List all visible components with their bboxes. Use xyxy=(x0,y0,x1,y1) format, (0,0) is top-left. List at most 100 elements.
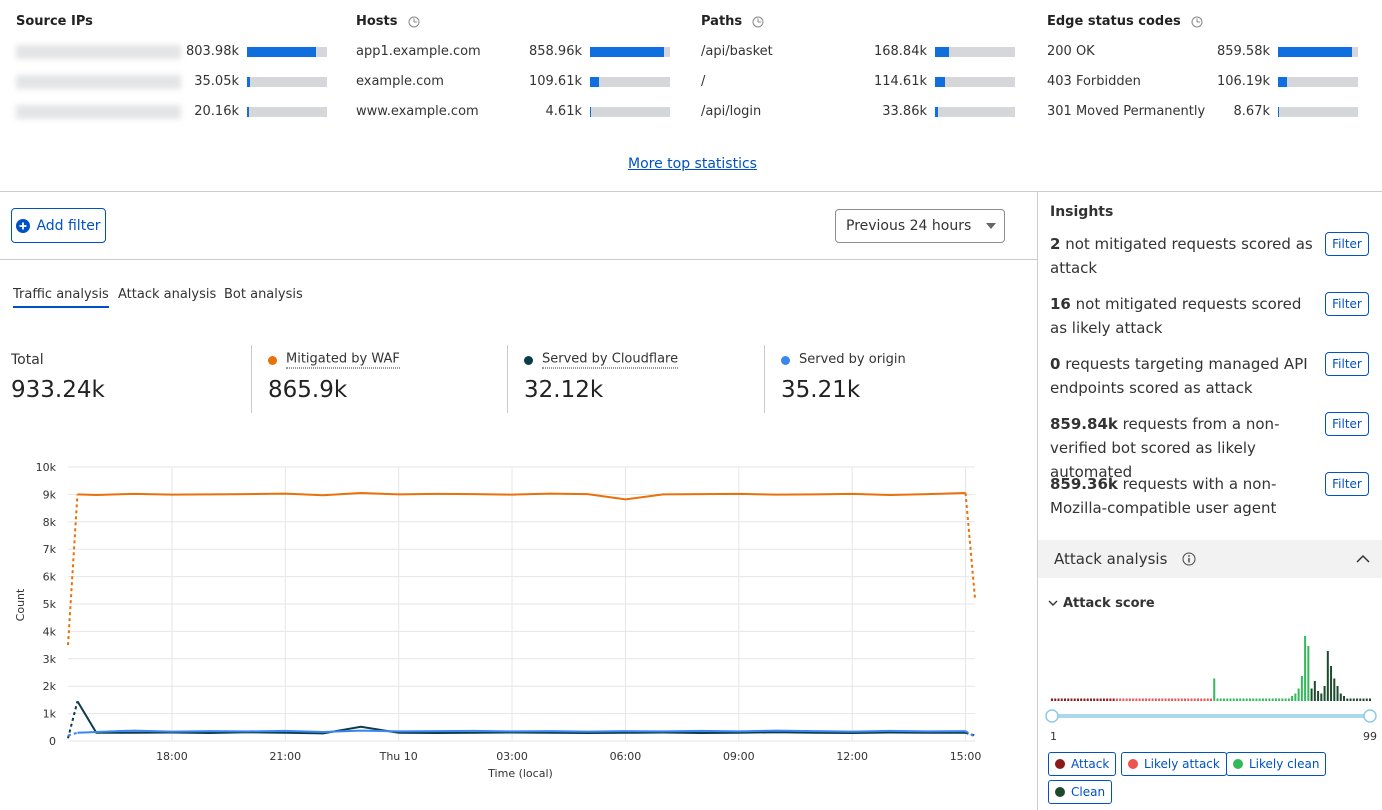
bar xyxy=(1161,698,1164,701)
stat-name: example.com xyxy=(356,74,444,89)
collapse-chevron xyxy=(1356,554,1370,563)
bar xyxy=(1362,698,1365,701)
legend-swatch xyxy=(1128,759,1138,769)
stat-value: 803.98k xyxy=(185,44,239,59)
insight-text: not mitigated requests scored as attack xyxy=(1050,235,1313,277)
legend-label: Served by origin xyxy=(799,352,906,367)
x-tick-label: 21:00 xyxy=(269,750,301,763)
bar xyxy=(1271,698,1274,701)
attack-analysis-title: Attack analysis xyxy=(1054,550,1168,568)
bar xyxy=(1174,698,1177,701)
clock-icon xyxy=(408,16,420,28)
bar xyxy=(1190,698,1193,701)
filter-button[interactable]: Filter xyxy=(1325,472,1369,496)
stat-title: Hosts xyxy=(356,14,398,29)
bar xyxy=(1210,698,1212,701)
bar xyxy=(1089,698,1092,701)
bar xyxy=(1138,698,1141,701)
bar xyxy=(1226,698,1229,701)
bar xyxy=(1222,698,1225,701)
bar xyxy=(1323,686,1326,701)
bar xyxy=(1073,698,1076,701)
stat-bar xyxy=(247,107,249,117)
add-filter-label: Add filter xyxy=(36,217,101,234)
time-range-label: Previous 24 hours xyxy=(846,218,972,234)
insights-title: Insights xyxy=(1050,204,1114,220)
bar xyxy=(1274,698,1277,701)
stat-value: 114.61k xyxy=(873,74,927,89)
stat-bar-track xyxy=(935,77,1015,87)
filter-button[interactable]: Filter xyxy=(1325,292,1369,316)
summary-divider xyxy=(507,345,508,413)
stat-value: 859.58k xyxy=(1216,44,1270,59)
bar xyxy=(1122,698,1125,701)
stat-bar-track xyxy=(935,107,1015,117)
bar xyxy=(1326,651,1329,701)
stat-bar-track xyxy=(935,47,1015,57)
insight-count: 0 xyxy=(1050,355,1061,373)
section-chevron xyxy=(1048,600,1058,606)
attack-analysis-header[interactable]: Attack analysis xyxy=(1038,540,1382,578)
x-tick-label: 09:00 xyxy=(723,750,755,763)
legend-label: Likely clean xyxy=(1249,757,1320,771)
x-tick-label: 06:00 xyxy=(610,750,642,763)
bar xyxy=(1245,698,1248,701)
series-line xyxy=(965,730,976,738)
bar xyxy=(1300,676,1303,701)
bar xyxy=(1291,696,1294,701)
filter-button[interactable]: Filter xyxy=(1325,232,1369,256)
bar xyxy=(1203,698,1206,701)
tab[interactable]: Bot analysis xyxy=(224,287,303,302)
bar xyxy=(1154,698,1157,701)
bar xyxy=(1167,698,1170,701)
divider xyxy=(0,259,1037,260)
attack-score-chart: 1 99 xyxy=(1045,636,1377,743)
bar xyxy=(1119,698,1122,701)
more-statistics-link[interactable]: More top statistics xyxy=(628,156,757,172)
legend-button[interactable]: Attack xyxy=(1048,752,1117,776)
stat-name: www.example.com xyxy=(356,104,479,119)
bar xyxy=(1229,698,1232,701)
bar xyxy=(1112,698,1115,701)
x-axis-title: Time (local) xyxy=(487,767,553,780)
stat-bar xyxy=(1278,107,1279,117)
bar xyxy=(1369,698,1371,701)
x-tick-label: 18:00 xyxy=(156,750,188,763)
bar xyxy=(1086,698,1089,701)
time-range-select[interactable]: Previous 24 hours xyxy=(835,209,1005,243)
stat-bar-track xyxy=(1278,107,1358,117)
bar xyxy=(1281,698,1284,701)
bar xyxy=(1339,693,1342,701)
blurred-label xyxy=(16,105,181,119)
series-line xyxy=(77,729,966,734)
x-tick-label: 03:00 xyxy=(496,750,528,763)
legend-swatch xyxy=(1055,759,1065,769)
insight-count: 859.84k xyxy=(1050,415,1118,433)
y-tick-label: 5k xyxy=(43,598,57,611)
bar xyxy=(1076,698,1079,701)
filter-button[interactable]: Filter xyxy=(1325,352,1369,376)
legend-button[interactable]: Clean xyxy=(1048,780,1113,804)
bar xyxy=(1096,698,1099,701)
blurred-label xyxy=(16,75,181,89)
tab[interactable]: Traffic analysis xyxy=(13,287,109,302)
filter-button[interactable]: Filter xyxy=(1325,412,1369,436)
legend-label: Mitigated by WAF xyxy=(286,351,400,369)
insight-count: 859.36k xyxy=(1050,475,1118,493)
bar xyxy=(1067,698,1070,701)
dropdown-caret xyxy=(986,223,996,229)
bar xyxy=(1294,693,1297,701)
series-line xyxy=(77,492,966,501)
stat-bar-track xyxy=(1278,77,1358,87)
bar xyxy=(1278,698,1281,701)
bar xyxy=(1320,693,1323,701)
legend-button[interactable]: Likely clean xyxy=(1226,752,1327,776)
tab[interactable]: Attack analysis xyxy=(118,287,217,302)
bar xyxy=(1057,698,1060,701)
bar xyxy=(1239,698,1242,701)
stat-value: 35.05k xyxy=(194,74,239,89)
legend-button[interactable]: Likely attack xyxy=(1121,752,1227,776)
add-filter-button[interactable]: Add filter xyxy=(11,208,106,243)
bar xyxy=(1284,698,1287,701)
